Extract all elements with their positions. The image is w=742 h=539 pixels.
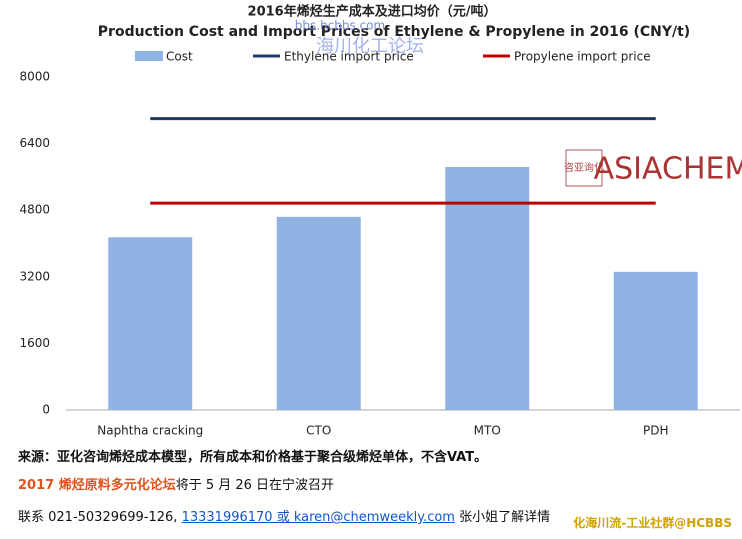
forum-name: 2017 烯烃原料多元化论坛 — [18, 478, 176, 493]
legend-swatch — [135, 51, 163, 61]
contact-prefix: 联系 021-50329699-126, — [18, 510, 178, 525]
watermark: bbs.hcbbs.com — [295, 19, 385, 33]
chart-title: 2016年烯烃生产成本及进口均价（元/吨） — [248, 4, 497, 20]
logo-box — [565, 149, 603, 187]
legend-label: Cost — [166, 50, 193, 64]
y-tick-label: 6400 — [19, 136, 50, 150]
watermark: 海川化工论坛 — [316, 36, 424, 57]
logo-text: ASIACHEM — [594, 152, 742, 187]
contact-link[interactable]: 13331996170 或 karen@chemweekly.com — [181, 510, 455, 525]
y-tick-label: 4800 — [19, 203, 50, 217]
contact-suffix: 张小姐了解详情 — [459, 510, 551, 525]
y-tick-label: 3200 — [19, 269, 50, 283]
contact-note: 联系 021-50329699-126, 13331996170 或 karen… — [18, 506, 550, 525]
x-tick-label: MTO — [474, 424, 501, 438]
y-tick-label: 0 — [42, 403, 50, 417]
watermark: 化海川流-工业社群@HCBBS — [573, 516, 732, 530]
bar — [276, 216, 361, 410]
chart: 2016年烯烃生产成本及进口均价（元/吨） Production Cost an… — [19, 4, 742, 438]
bar — [445, 166, 530, 410]
logo-chinese: 咨亚询化 — [564, 161, 604, 174]
x-tick-label: CTO — [306, 424, 331, 438]
legend-label: Ethylene import price — [284, 50, 414, 64]
y-tick-label: 8000 — [19, 70, 50, 84]
x-tick-label: PDH — [643, 424, 669, 438]
logo: 咨亚询化 ASIACHEM — [564, 149, 742, 187]
x-tick-label: Naphtha cracking — [97, 424, 203, 438]
bar — [613, 271, 698, 410]
y-tick-label: 1600 — [19, 336, 50, 350]
legend-label: Propylene import price — [514, 50, 651, 64]
forum-text: 将于 5 月 26 日在宁波召开 — [175, 478, 335, 493]
chart-subtitle: Production Cost and Import Prices of Eth… — [98, 24, 690, 40]
forum-note: 2017 烯烃原料多元化论坛将于 5 月 26 日在宁波召开 — [18, 474, 334, 493]
source-note: 来源：亚化咨询烯烃成本模型，所有成本和价格基于聚合级烯烃单体，不含VAT。 — [18, 450, 488, 465]
bar — [108, 237, 193, 410]
